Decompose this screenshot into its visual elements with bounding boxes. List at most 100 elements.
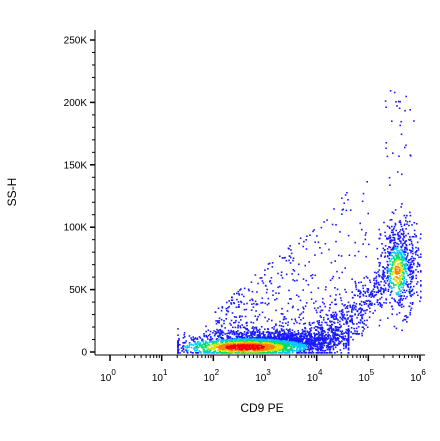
event-dot [273, 338, 276, 341]
event-dot [262, 332, 264, 335]
event-dot [296, 279, 298, 282]
event-dot [247, 288, 250, 291]
event-dot [210, 340, 212, 343]
event-dot [401, 269, 404, 271]
event-dot [317, 327, 319, 329]
event-dot [370, 291, 373, 293]
event-dot [408, 238, 410, 241]
event-dot [240, 300, 242, 303]
event-dot [387, 278, 390, 281]
event-dot [304, 335, 306, 337]
event-dot [386, 248, 389, 250]
event-dot [412, 261, 414, 263]
event-dot [327, 345, 329, 348]
event-dot [301, 328, 304, 331]
event-dot [398, 288, 401, 291]
event-dot [420, 296, 422, 298]
event-dot [282, 344, 285, 347]
event-dot [415, 235, 417, 237]
event-dot [357, 314, 360, 316]
event-dot [220, 345, 223, 348]
event-dot [292, 349, 294, 351]
event-dot [332, 332, 335, 335]
event-dot [404, 291, 406, 294]
event-dot [222, 351, 224, 354]
event-dot [410, 278, 413, 281]
event-dot [252, 306, 255, 308]
event-dot [297, 273, 300, 276]
event-dot [320, 342, 323, 344]
event-dot [206, 342, 209, 344]
event-dot [292, 346, 295, 349]
event-dot [403, 267, 406, 269]
event-dot [329, 338, 332, 341]
event-dot [388, 226, 391, 228]
event-dot [327, 335, 330, 338]
event-dot [301, 343, 304, 346]
event-dot [340, 336, 342, 338]
event-dot [231, 331, 234, 333]
event-dot [287, 321, 289, 324]
event-dot [365, 303, 368, 305]
event-dot [251, 290, 254, 293]
event-dot [221, 325, 223, 328]
event-dot [408, 259, 411, 261]
event-dot [401, 245, 404, 247]
event-dot [398, 259, 400, 261]
event-dot [316, 235, 318, 237]
event-dot [385, 289, 387, 291]
event-dot [177, 352, 179, 354]
event-dot [409, 280, 412, 283]
event-dot [400, 206, 402, 208]
event-dot [388, 286, 391, 288]
event-dot [331, 301, 333, 304]
event-dot [409, 211, 411, 214]
event-dot [411, 303, 414, 306]
event-dot [262, 349, 264, 351]
event-dot [242, 340, 244, 343]
event-dot [393, 239, 396, 241]
event-dot [318, 332, 320, 334]
event-dot [370, 294, 372, 296]
event-dot [393, 238, 396, 240]
event-dot [410, 258, 412, 260]
event-dot [290, 318, 293, 321]
event-dot [320, 252, 323, 254]
event-dot [409, 302, 412, 304]
event-dot [220, 331, 222, 333]
event-dot [235, 342, 238, 344]
event-dot [230, 329, 232, 332]
event-dot [384, 249, 386, 251]
event-dot [345, 319, 348, 322]
event-dot [345, 306, 348, 308]
event-dot [303, 352, 305, 354]
event-dot [346, 307, 349, 309]
event-dot [400, 242, 402, 244]
event-dot [341, 303, 344, 305]
event-dot [382, 269, 385, 272]
event-dot [289, 349, 292, 352]
event-dot [315, 348, 317, 350]
event-dot [403, 224, 406, 226]
event-dot [257, 329, 260, 332]
event-dot [356, 316, 358, 319]
event-dot [420, 284, 422, 286]
event-dot [346, 340, 349, 343]
event-dot [365, 295, 367, 297]
event-dot [233, 340, 236, 343]
event-dot [412, 248, 414, 250]
event-dot [345, 345, 347, 348]
event-dot [401, 267, 403, 269]
event-dot [402, 238, 404, 240]
event-dot [197, 343, 200, 345]
event-dot [356, 323, 358, 325]
event-dot [308, 340, 311, 342]
event-dot [397, 281, 399, 284]
event-dot [398, 287, 400, 290]
event-dot [268, 348, 271, 350]
event-dot [325, 342, 328, 344]
event-dot [410, 276, 413, 278]
event-dot [285, 343, 287, 346]
event-dot [409, 265, 411, 267]
event-dot [361, 316, 363, 318]
